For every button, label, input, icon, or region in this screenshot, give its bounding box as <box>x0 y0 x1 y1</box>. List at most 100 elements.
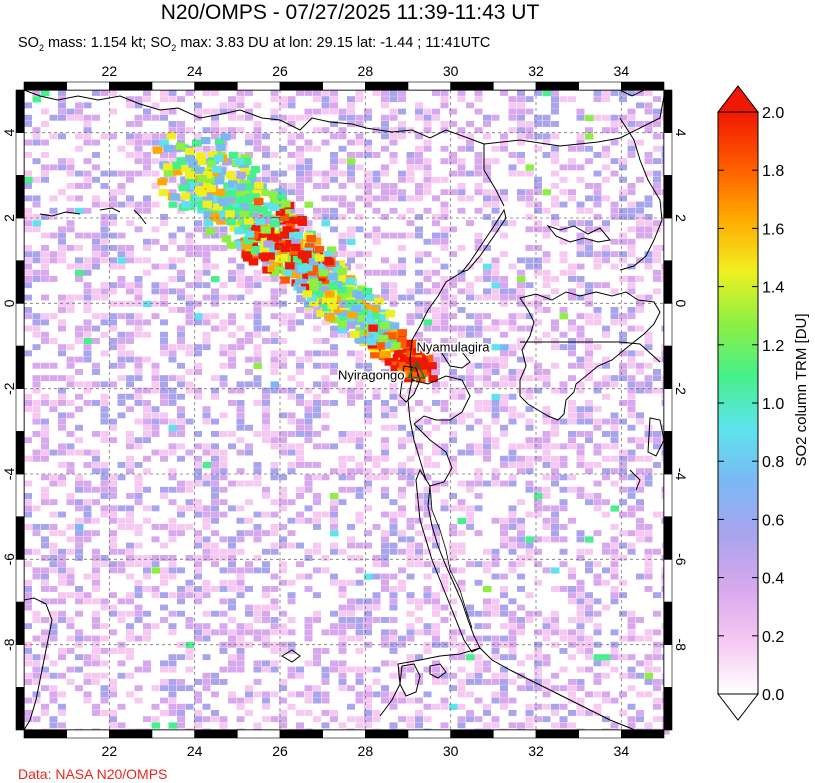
so2-pixel <box>593 598 602 605</box>
so2-pixel <box>24 307 32 313</box>
so2-pixel <box>185 238 194 245</box>
so2-pixel <box>24 722 32 729</box>
so2-pixel <box>335 260 346 268</box>
so2-pixel <box>491 462 500 468</box>
so2-pixel <box>100 511 109 518</box>
so2-pixel <box>457 375 466 382</box>
so2-pixel <box>262 610 270 617</box>
so2-pixel <box>75 325 83 332</box>
so2-pixel <box>415 232 423 239</box>
so2-pixel <box>109 269 117 276</box>
so2-pixel <box>627 703 636 710</box>
so2-pixel <box>117 189 126 196</box>
so2-pixel <box>229 224 239 232</box>
so2-pixel <box>279 449 287 456</box>
so2-pixel <box>330 325 338 332</box>
so2-pixel <box>440 412 449 419</box>
so2-pixel <box>134 170 143 177</box>
so2-pixel <box>311 237 322 245</box>
so2-pixel <box>423 354 434 362</box>
so2-pixel <box>432 672 440 679</box>
so2-pixel <box>347 226 355 233</box>
so2-pixel <box>330 158 338 165</box>
so2-pixel <box>449 567 457 574</box>
so2-pixel <box>313 170 321 177</box>
so2-pixel <box>160 449 168 456</box>
colorbar-top-arrow <box>716 85 760 113</box>
so2-pixel <box>610 263 619 270</box>
so2-pixel <box>415 300 423 307</box>
so2-pixel <box>313 685 321 692</box>
so2-pixel <box>151 158 160 165</box>
so2-pixel <box>236 325 245 332</box>
so2-pixel <box>228 561 236 568</box>
so2-pixel <box>134 121 143 127</box>
so2-pixel <box>364 139 372 146</box>
so2-pixel <box>483 431 491 437</box>
so2-pixel <box>66 524 75 530</box>
so2-pixel <box>508 350 517 357</box>
so2-pixel <box>619 158 627 165</box>
so2-pixel <box>168 666 177 673</box>
so2-pixel <box>423 325 432 332</box>
so2-pixel <box>185 555 194 561</box>
so2-pixel <box>585 493 593 499</box>
so2-pixel <box>202 152 211 158</box>
so2-pixel <box>619 635 627 642</box>
so2-pixel <box>636 536 644 543</box>
so2-pixel <box>534 226 542 233</box>
so2-pixel <box>525 387 534 394</box>
so2-pixel <box>210 213 220 221</box>
so2-pixel <box>32 375 41 382</box>
so2-pixel <box>347 455 355 462</box>
so2-pixel <box>415 443 423 450</box>
so2-pixel <box>160 288 168 295</box>
so2-pixel <box>644 666 653 673</box>
so2-pixel <box>92 579 100 586</box>
so2-pixel <box>151 536 160 543</box>
so2-pixel <box>610 697 619 704</box>
so2-pixel <box>168 710 177 716</box>
so2-pixel <box>364 145 372 152</box>
so2-pixel <box>483 288 491 295</box>
so2-pixel <box>117 350 126 357</box>
so2-pixel <box>32 319 41 326</box>
so2-pixel <box>181 201 191 209</box>
so2-pixel <box>559 648 568 654</box>
so2-pixel <box>24 207 32 214</box>
so2-pixel <box>381 121 389 127</box>
so2-pixel <box>126 356 134 363</box>
so2-pixel <box>534 648 542 654</box>
so2-pixel <box>610 722 619 729</box>
so2-pixel <box>381 573 389 580</box>
so2-pixel <box>593 393 602 400</box>
so2-pixel <box>534 561 542 568</box>
so2-pixel <box>134 610 143 617</box>
so2-pixel <box>75 257 83 264</box>
so2-pixel <box>517 555 525 561</box>
so2-pixel <box>177 654 185 661</box>
so2-pixel <box>262 592 270 599</box>
so2-pixel <box>194 220 202 227</box>
so2-pixel <box>24 623 32 630</box>
so2-pixel <box>151 592 160 599</box>
so2-pixel <box>202 145 211 152</box>
so2-pixel <box>24 511 32 518</box>
so2-pixel <box>143 400 151 406</box>
so2-pixel <box>236 400 245 406</box>
so2-pixel <box>517 542 525 549</box>
so2-pixel <box>457 517 466 524</box>
so2-pixel <box>117 375 126 382</box>
so2-pixel <box>313 207 321 214</box>
so2-pixel <box>415 641 423 648</box>
so2-pixel <box>134 400 143 406</box>
so2-pixel <box>321 412 330 419</box>
so2-pixel <box>347 561 355 568</box>
so2-pixel <box>296 114 304 121</box>
so2-pixel <box>262 660 270 667</box>
so2-pixel <box>338 145 347 152</box>
so2-pixel <box>270 499 279 506</box>
so2-pixel <box>347 232 355 239</box>
so2-pixel <box>551 474 559 481</box>
so2-pixel <box>279 356 287 363</box>
